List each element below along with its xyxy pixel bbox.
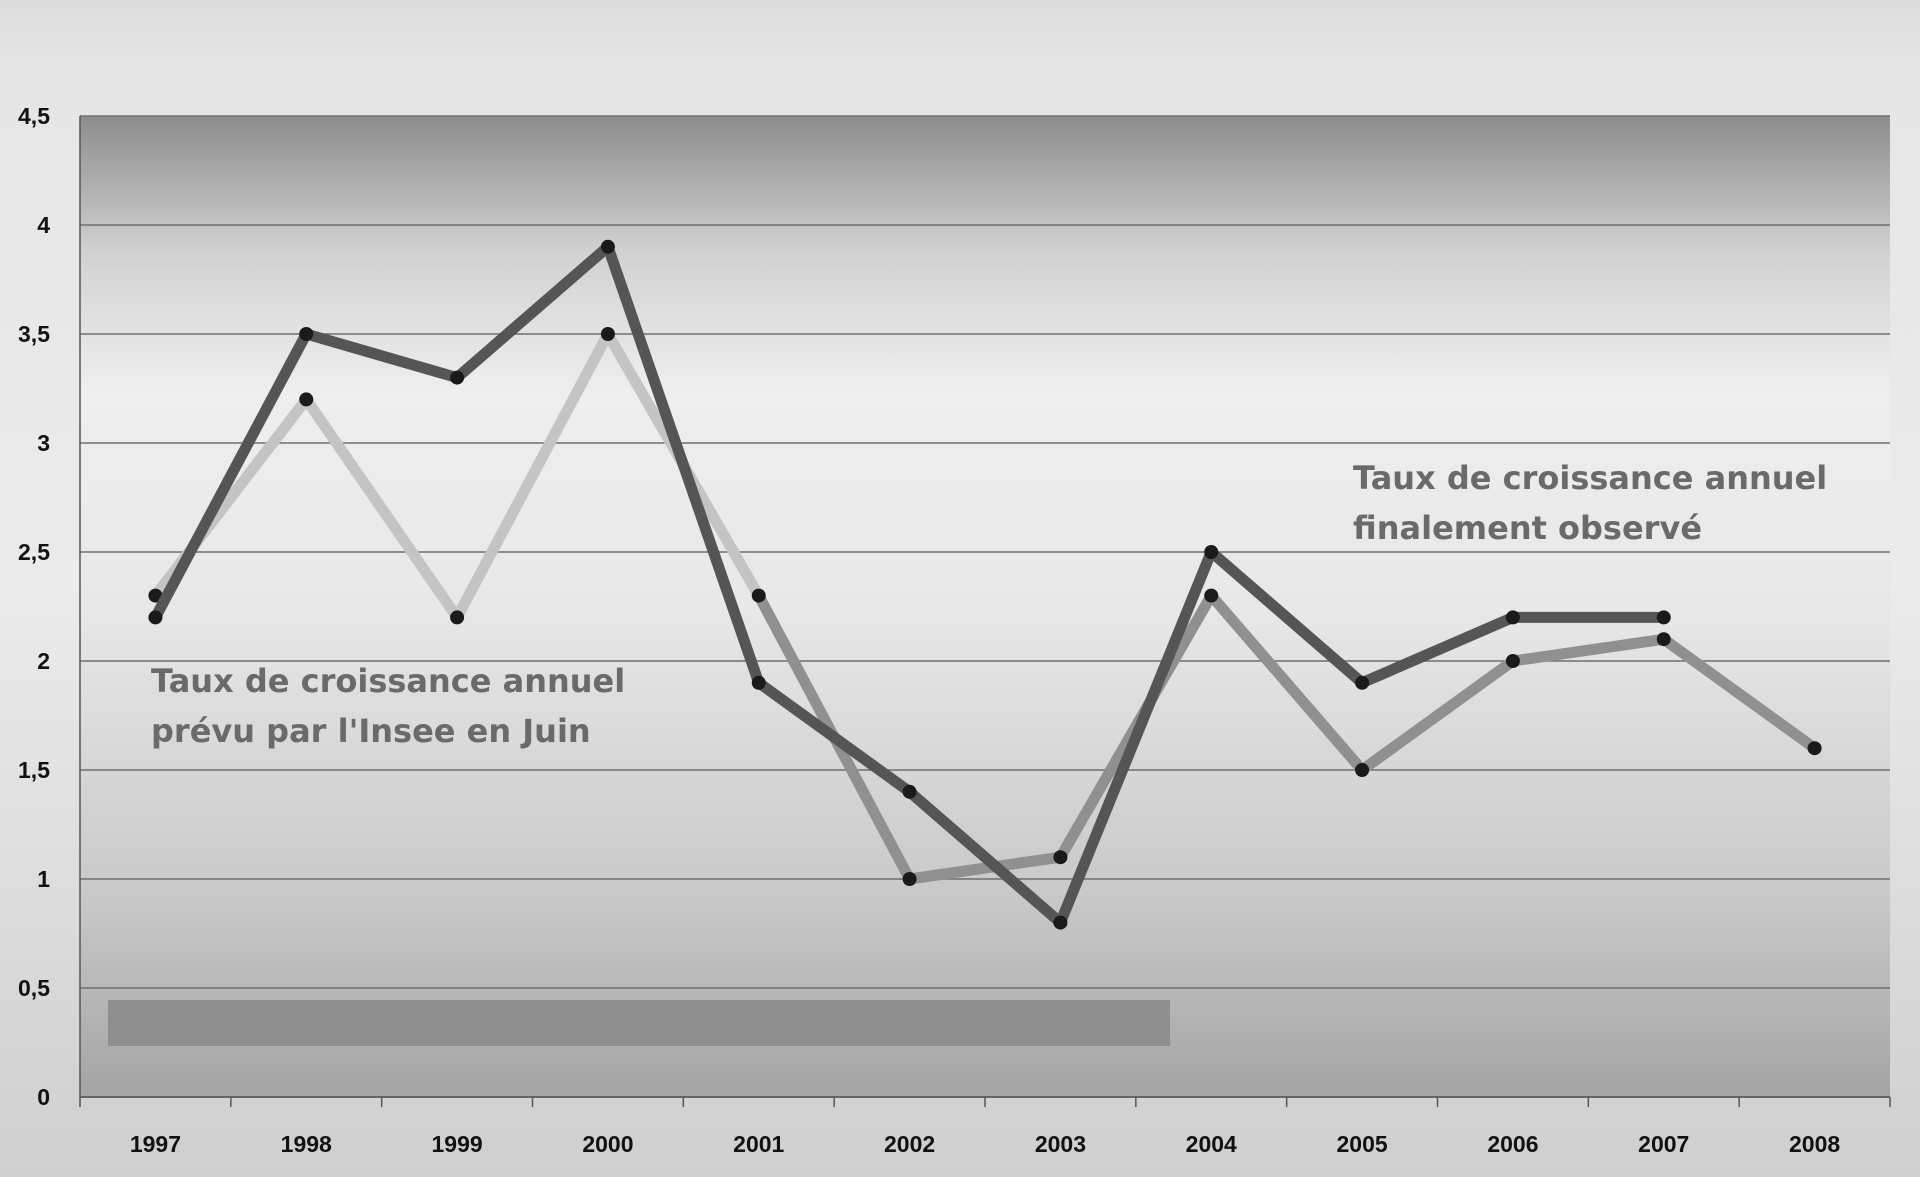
data-point [1053,850,1068,865]
data-point [1656,610,1671,625]
series-segment [300,328,463,384]
y-tick-label: 3,5 [18,321,50,347]
series-segment [1054,546,1217,929]
x-tick-label: 1997 [130,1131,181,1157]
data-point [450,610,465,625]
data-point [751,675,766,690]
series-segment [1658,633,1821,754]
series-segment [300,393,463,623]
x-tick-label: 2007 [1638,1131,1689,1157]
data-point [1656,632,1671,647]
series-label-0: Taux de croissance annuel [1353,459,1827,497]
gridlines [80,115,1890,1098]
x-tick-label: 2003 [1035,1131,1086,1157]
data-point [1053,915,1068,930]
shaded-band [108,1000,1170,1046]
data-point [1355,763,1370,777]
x-tick-label: 2000 [582,1131,633,1157]
x-tick-label: 2008 [1789,1131,1840,1157]
x-tick-label: 1999 [431,1131,482,1157]
y-tick-label: 1 [37,866,50,892]
data-point [148,588,163,603]
data-point [1505,654,1520,668]
series-segment [1205,546,1368,689]
series-segment [1507,633,1670,667]
series-segment [1356,611,1519,689]
x-tick-label: 2001 [733,1131,784,1157]
series-annotations: Taux de croissance annuel finalement obse… [151,459,1827,750]
series-segment [1205,590,1368,776]
axes [79,116,1891,1107]
x-tick-label: 1998 [281,1131,332,1157]
y-tick-label: 4,5 [18,103,50,129]
series-segment [753,677,916,798]
data-point [1807,741,1822,756]
data-point [902,784,917,799]
series-label-1: prévu par l'Insee en Juin [151,712,591,750]
y-tick-label: 3 [37,430,50,456]
data-point [600,239,615,254]
series-label-0: finalement observé [1353,509,1702,547]
y-tick-label: 2,5 [18,539,50,565]
data-point [299,327,314,341]
series-0 [148,239,1671,930]
data-point [1505,610,1520,625]
series-group [148,239,1822,930]
x-tick-label: 2006 [1487,1131,1538,1157]
series-segment [451,328,614,623]
series-segment [904,851,1066,885]
y-tick-label: 0 [37,1084,50,1110]
data-point [148,610,163,625]
series-segment [149,328,312,623]
data-point [600,327,615,341]
x-axis-tick-labels: 1997 1998 1999 2000 2001 2002 2003 2004 2005 2006… [130,1131,1841,1157]
data-point [450,370,465,385]
y-tick-label: 2 [37,648,50,674]
data-point [299,392,314,407]
x-tick-label: 2004 [1186,1131,1237,1157]
series-segment [602,241,765,689]
x-tick-label: 2005 [1336,1131,1387,1157]
y-tick-label: 1,5 [18,757,50,783]
series-segment [1356,655,1519,776]
y-tick-label: 4 [37,212,50,238]
x-tick-label: 2002 [884,1131,935,1157]
series-segment [451,241,614,384]
data-point [902,872,917,886]
series-segment [904,786,1066,929]
series-label-1: Taux de croissance annuel [151,662,625,700]
data-point [751,588,766,603]
y-tick-label: 0,5 [18,975,50,1001]
data-point [1204,545,1219,559]
plot-area [80,116,1890,1097]
data-point [1355,675,1370,690]
y-axis-tick-labels: 0 0,5 1 1,5 2 2,5 3 3,5 4 4,5 [18,103,50,1110]
data-point [1204,588,1219,603]
